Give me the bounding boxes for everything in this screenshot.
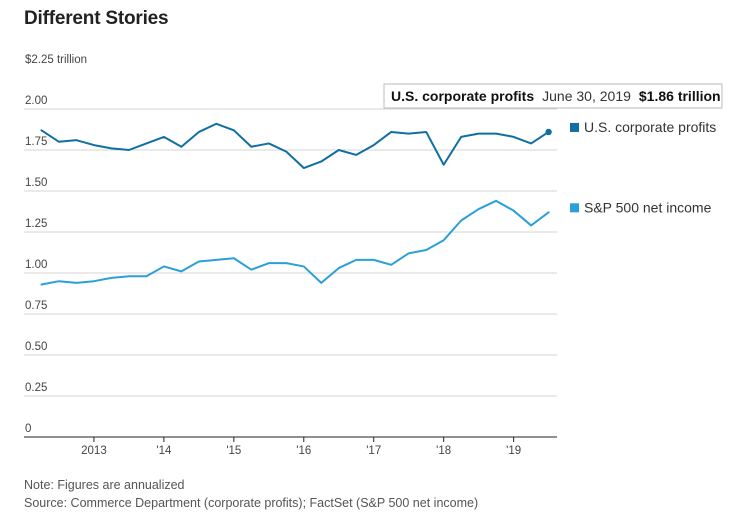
chart-source: Source: Commerce Department (corporate p… bbox=[24, 496, 479, 510]
y-tick-label: 0 bbox=[25, 423, 31, 435]
legend-label: S&P 500 net income bbox=[584, 199, 712, 215]
x-tick-label: '17 bbox=[366, 445, 381, 457]
x-tick-label: '16 bbox=[296, 445, 311, 457]
y-tick-label: 0.50 bbox=[25, 341, 47, 353]
y-tick-label: $2.25 trillion bbox=[25, 54, 87, 66]
y-tick-label: 1.50 bbox=[25, 177, 47, 189]
tooltip-series: U.S. corporate profits bbox=[391, 88, 534, 104]
tooltip-box bbox=[383, 83, 723, 109]
y-tick-label: 1.25 bbox=[25, 218, 47, 230]
legend-swatch bbox=[570, 203, 579, 213]
y-tick-label: 0.75 bbox=[25, 300, 47, 312]
series-line-2[interactable] bbox=[40, 199, 550, 286]
tooltip-date: June 30, 2019 bbox=[542, 88, 631, 104]
line-chart[interactable]: $2.25 trillion 2.00 1.75 1.50 1.25 1.00 0.75 0.… bbox=[0, 0, 753, 470]
x-tick-label: '15 bbox=[226, 445, 241, 457]
y-tick-label: 1.75 bbox=[25, 136, 47, 148]
series-line-1[interactable] bbox=[40, 122, 550, 170]
y-tick-label: 2.00 bbox=[25, 95, 47, 107]
x-tick-label: '14 bbox=[156, 445, 172, 457]
legend-label: U.S. corporate profits bbox=[584, 119, 716, 135]
y-tick-label: 0.25 bbox=[25, 382, 47, 394]
x-tick-label: '19 bbox=[506, 445, 521, 457]
chart-title: Different Stories bbox=[24, 8, 169, 29]
highlighted-point[interactable] bbox=[545, 128, 552, 136]
chart-note: Note: Figures are annualized bbox=[24, 478, 185, 492]
tooltip-value: $1.86 trillion bbox=[639, 88, 721, 104]
legend-swatch bbox=[570, 122, 579, 132]
x-tick-label: 2013 bbox=[81, 445, 107, 457]
y-tick-label: 1.00 bbox=[25, 259, 47, 271]
x-tick-label: '18 bbox=[436, 445, 451, 457]
